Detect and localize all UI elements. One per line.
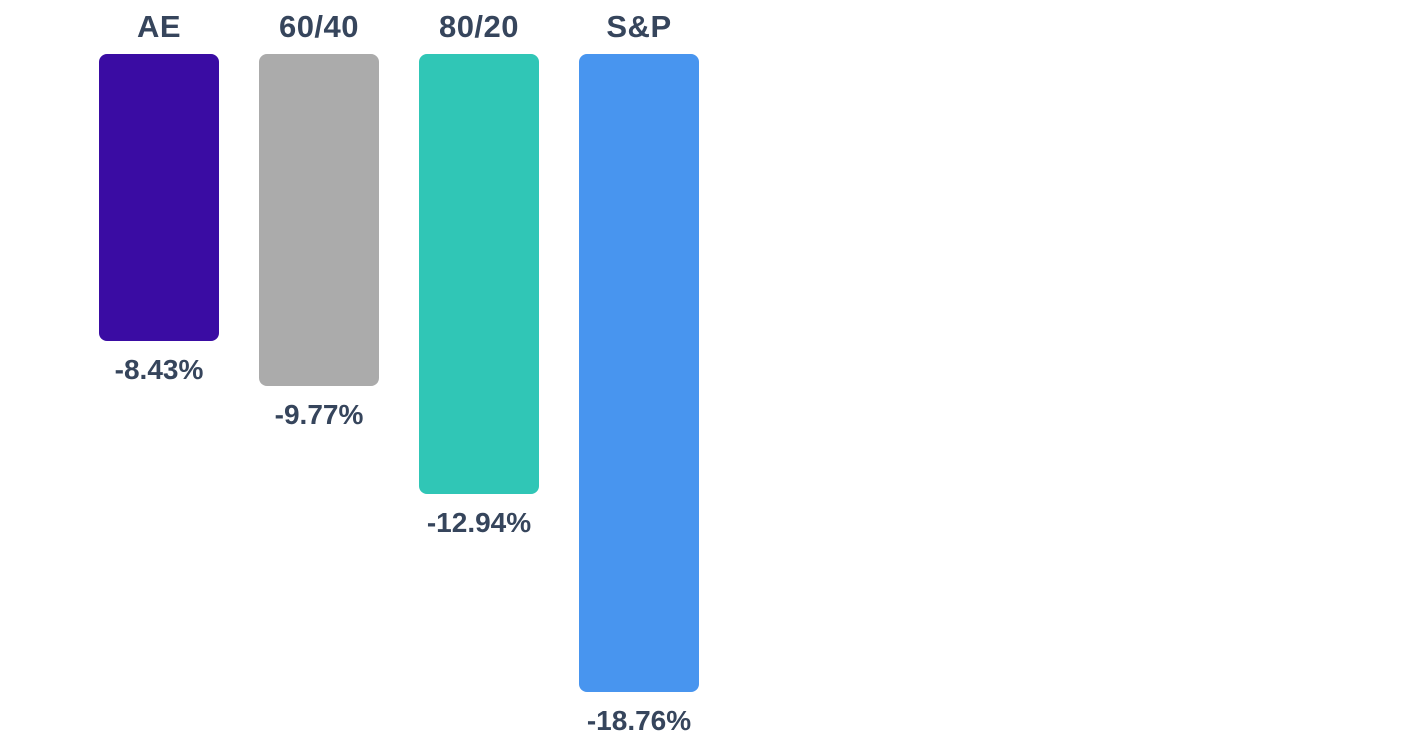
bar-column: 80/20 -12.94% <box>419 0 539 539</box>
value-label: -12.94% <box>426 507 532 538</box>
category-label: AE <box>136 9 182 44</box>
bar <box>419 54 539 494</box>
bar-column: AE -8.43% <box>99 0 219 386</box>
bar-chart: AE -8.43% 60/40 -9.77% 80/20 -12.94% S&P -18.76… <box>99 0 699 737</box>
value-label: -9.77% <box>274 399 364 430</box>
bar-column: 60/40 -9.77% <box>259 0 379 431</box>
bar <box>259 54 379 386</box>
bar <box>99 54 219 341</box>
value-label: -18.76% <box>586 705 692 736</box>
bar <box>579 54 699 692</box>
category-label: 60/40 <box>278 9 360 44</box>
category-label: S&P <box>606 9 672 44</box>
value-label: -8.43% <box>114 354 204 385</box>
category-label: 80/20 <box>438 9 520 44</box>
bar-column: S&P -18.76% <box>579 0 699 737</box>
